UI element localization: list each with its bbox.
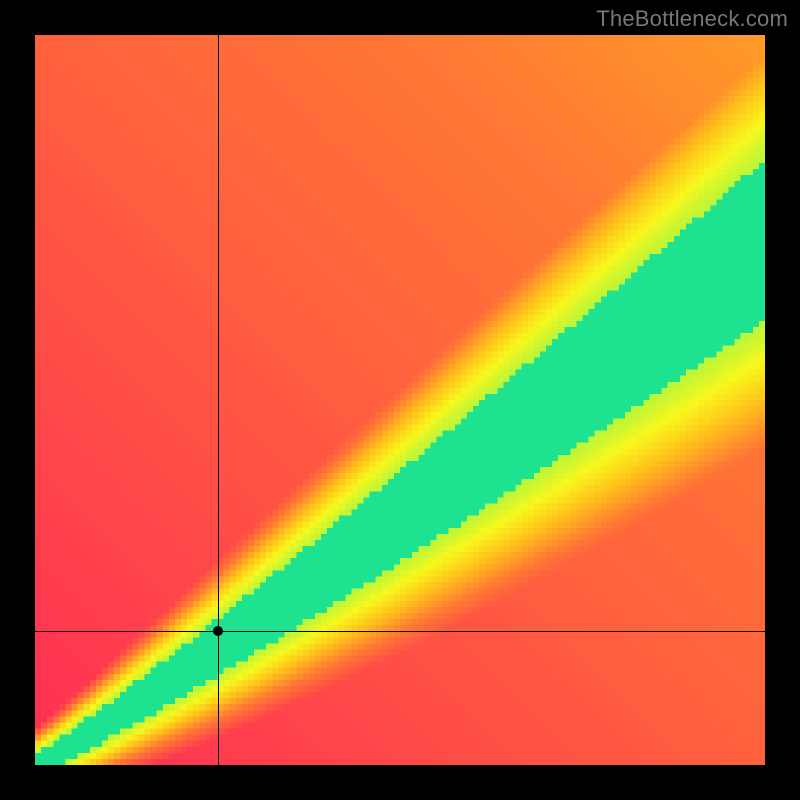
- crosshair-marker: [213, 626, 223, 636]
- crosshair-horizontal: [35, 631, 765, 632]
- chart-container: TheBottleneck.com: [0, 0, 800, 800]
- heatmap-plot: [35, 35, 765, 765]
- heatmap-canvas: [35, 35, 765, 765]
- crosshair-vertical: [218, 35, 219, 765]
- watermark-text: TheBottleneck.com: [596, 6, 788, 32]
